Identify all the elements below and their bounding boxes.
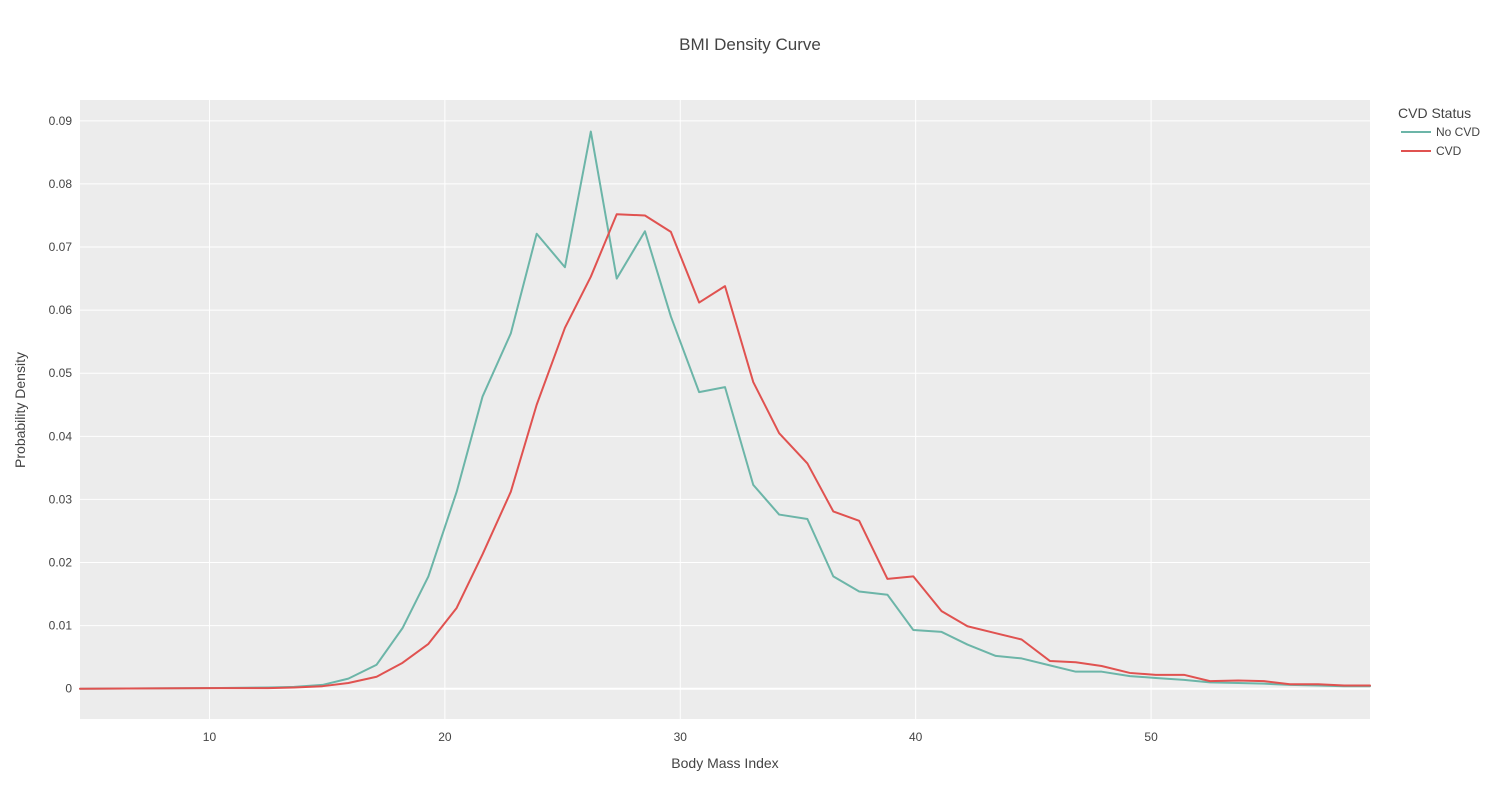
series-line-cvd[interactable]: [79, 213, 1371, 690]
legend-item-cvd[interactable]: CVD: [1401, 144, 1462, 158]
legend-label: No CVD: [1436, 125, 1480, 139]
x-tick-label: 10: [203, 730, 217, 744]
y-tick-label: 0.07: [49, 240, 73, 254]
y-axis-title: Probability Density: [12, 352, 28, 468]
y-tick-label: 0.06: [49, 303, 73, 317]
legend-title: CVD Status: [1398, 105, 1471, 121]
y-tick-label: 0.09: [49, 114, 73, 128]
legend[interactable]: CVD Status No CVD CVD: [1398, 105, 1480, 158]
series-line-no-cvd[interactable]: [79, 130, 1371, 690]
y-tick-label: 0.02: [49, 556, 73, 570]
legend-item-no-cvd[interactable]: No CVD: [1401, 125, 1480, 139]
legend-label: CVD: [1436, 144, 1462, 158]
series-layer: [79, 130, 1371, 690]
legend-items[interactable]: No CVD CVD: [1401, 125, 1480, 158]
x-tick-label: 40: [909, 730, 923, 744]
y-tick-label: 0: [65, 682, 72, 696]
y-tick-label: 0.08: [49, 177, 73, 191]
y-tick-label: 0.03: [49, 492, 73, 506]
x-tick-label: 30: [674, 730, 688, 744]
x-axis-title: Body Mass Index: [671, 755, 778, 771]
grid-lines: [80, 100, 1370, 719]
y-tick-label: 0.01: [49, 619, 73, 633]
chart-title: BMI Density Curve: [679, 35, 821, 54]
plot-area: [80, 100, 1370, 719]
axis-ticks: 0 0.01 0.02 0.03 0.04 0.05 0.06 0.07 0.08 0.09 10 2…: [49, 114, 1158, 744]
x-tick-label: 20: [438, 730, 452, 744]
y-tick-label: 0.05: [49, 366, 73, 380]
y-tick-label: 0.04: [49, 429, 73, 443]
x-tick-label: 50: [1144, 730, 1158, 744]
